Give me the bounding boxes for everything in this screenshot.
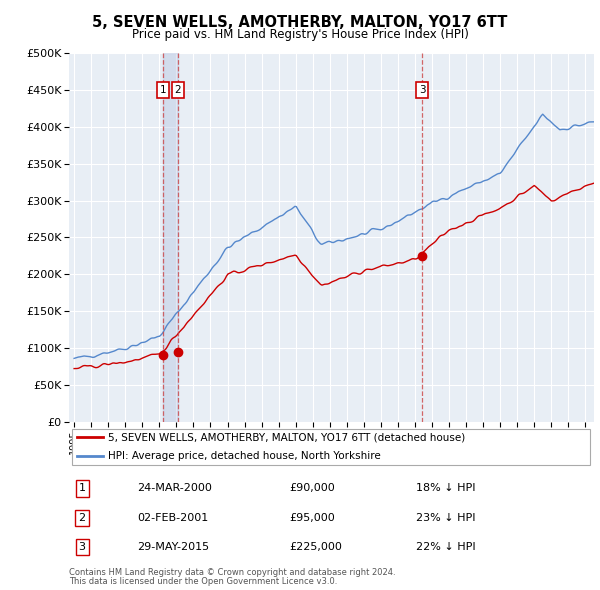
Text: 5, SEVEN WELLS, AMOTHERBY, MALTON, YO17 6TT: 5, SEVEN WELLS, AMOTHERBY, MALTON, YO17 …: [92, 15, 508, 30]
Text: £90,000: £90,000: [290, 483, 335, 493]
Text: 23% ↓ HPI: 23% ↓ HPI: [415, 513, 475, 523]
Text: 24-MAR-2000: 24-MAR-2000: [137, 483, 212, 493]
Text: 1: 1: [160, 85, 167, 95]
Text: 3: 3: [419, 85, 425, 95]
Bar: [163, 53, 178, 422]
Text: Price paid vs. HM Land Registry's House Price Index (HPI): Price paid vs. HM Land Registry's House …: [131, 28, 469, 41]
Text: Contains HM Land Registry data © Crown copyright and database right 2024.: Contains HM Land Registry data © Crown c…: [69, 568, 395, 576]
Text: 22% ↓ HPI: 22% ↓ HPI: [415, 542, 475, 552]
Text: HPI: Average price, detached house, North Yorkshire: HPI: Average price, detached house, Nort…: [109, 451, 381, 461]
Text: 3: 3: [79, 542, 86, 552]
FancyBboxPatch shape: [71, 429, 590, 466]
Text: 18% ↓ HPI: 18% ↓ HPI: [415, 483, 475, 493]
Text: 29-MAY-2015: 29-MAY-2015: [137, 542, 209, 552]
Text: 2: 2: [79, 513, 86, 523]
Text: 5, SEVEN WELLS, AMOTHERBY, MALTON, YO17 6TT (detached house): 5, SEVEN WELLS, AMOTHERBY, MALTON, YO17 …: [109, 432, 466, 442]
Text: 2: 2: [175, 85, 181, 95]
Text: £95,000: £95,000: [290, 513, 335, 523]
Text: £225,000: £225,000: [290, 542, 343, 552]
Text: 1: 1: [79, 483, 86, 493]
Text: This data is licensed under the Open Government Licence v3.0.: This data is licensed under the Open Gov…: [69, 577, 337, 586]
Text: 02-FEB-2001: 02-FEB-2001: [137, 513, 209, 523]
